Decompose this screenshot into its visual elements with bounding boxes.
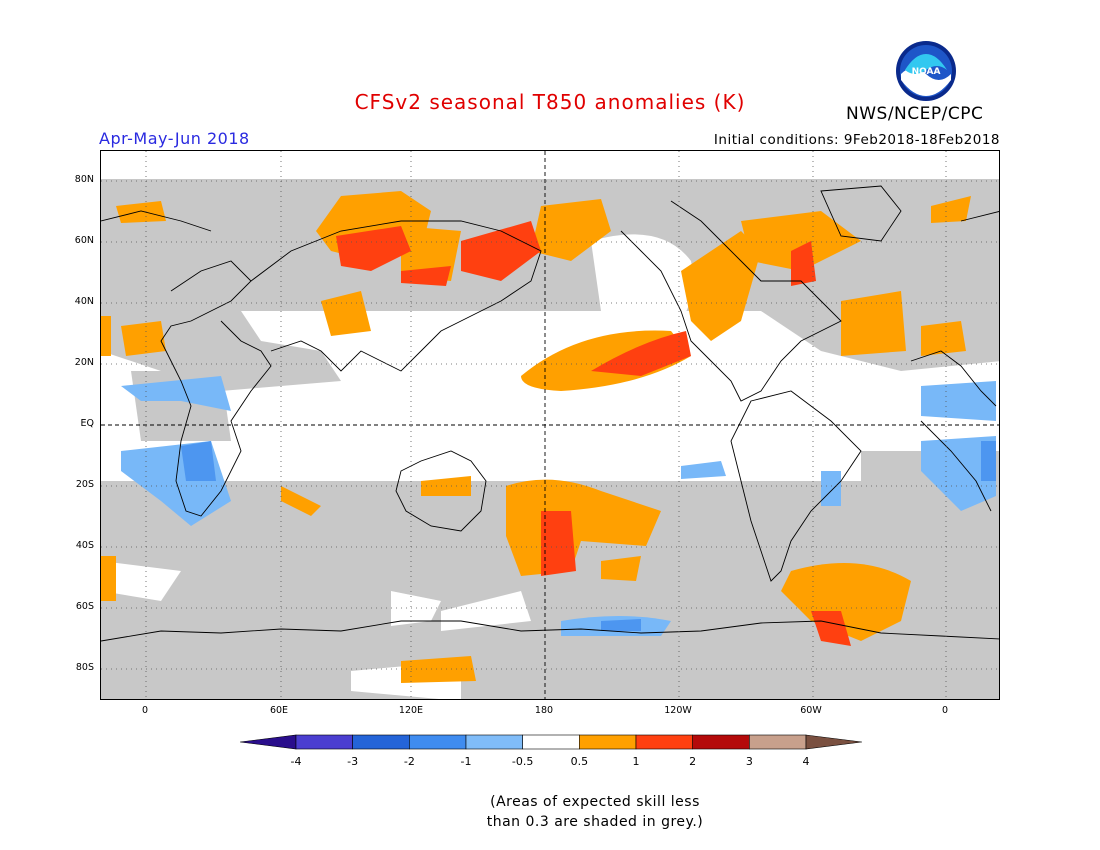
colorbar-label: 3 [746,755,753,768]
strong-warm-anomaly-areas [336,221,851,646]
colorbar-box [579,734,637,750]
colorbar-box [352,734,410,750]
colorbar-label: -4 [291,755,302,768]
noaa-logo-text: NOAA [912,67,941,77]
noaa-logo-icon: NOAA [896,41,956,101]
anomaly-map [100,150,1000,700]
initial-conditions-label: Initial conditions: 9Feb2018-18Feb2018 [713,132,1000,148]
colorbar-labels: -4 -3 -2 -1 -0.5 0.5 1 2 3 4 [291,755,810,768]
skill-note-line2: than 0.3 are shaded in grey.) [486,814,704,830]
map-canvas [101,151,999,699]
lat-label-80s: 80S [75,662,94,673]
skill-note: (Areas of expected skill less than 0.3 a… [0,792,1100,832]
skill-note-line1: (Areas of expected skill less [490,794,700,810]
colorbar-label: 4 [803,755,810,768]
coastlines [101,185,999,642]
colorbar-legend: -4 -3 -2 -1 -0.5 0.5 1 2 3 4 [240,734,862,768]
lon-label-0-east: 0 [941,705,949,716]
agency-label: NWS/NCEP/CPC [846,104,984,124]
colorbar-box [749,734,807,750]
season-label: Apr-May-Jun 2018 [99,129,250,148]
lat-label-20s: 20S [75,479,94,490]
lat-label-eq: EQ [80,418,94,429]
colorbar-boxes [240,734,862,750]
lat-label-20n: 20N [74,357,94,368]
lat-label-60n: 60N [74,235,94,246]
lon-label-60w: 60W [800,705,822,716]
lat-label-40s: 40S [75,540,94,551]
colorbar-box [465,734,523,750]
colorbar-max-triangle [805,734,862,750]
colorbar-label: -3 [347,755,358,768]
lat-label-40n: 40N [74,296,94,307]
lon-label-120e: 120E [398,705,424,716]
lon-label-60e: 60E [269,705,289,716]
colorbar-label: -2 [404,755,415,768]
lon-label-180: 180 [534,705,554,716]
lon-label-120w: 120W [664,705,692,716]
warm-anomaly-areas [101,191,971,683]
lon-label-0: 0 [141,705,149,716]
chart-title: CFSv2 seasonal T850 anomalies (K) [354,90,746,114]
colorbar-label: -1 [461,755,472,768]
colorbar-min-triangle [240,734,297,750]
colorbar-box [692,734,750,750]
colorbar-label: 1 [633,755,640,768]
lat-label-60s: 60S [75,601,94,612]
colorbar-box [522,734,580,750]
colorbar-box [409,734,467,750]
lat-label-80n: 80N [74,174,94,185]
colorbar-label: 2 [689,755,696,768]
colorbar-label: -0.5 [512,755,533,768]
grid-lines [101,151,999,699]
colorbar-label: 0.5 [571,755,589,768]
colorbar-box [635,734,693,750]
equator-dateline [101,151,999,699]
colorbar-box [295,734,353,750]
